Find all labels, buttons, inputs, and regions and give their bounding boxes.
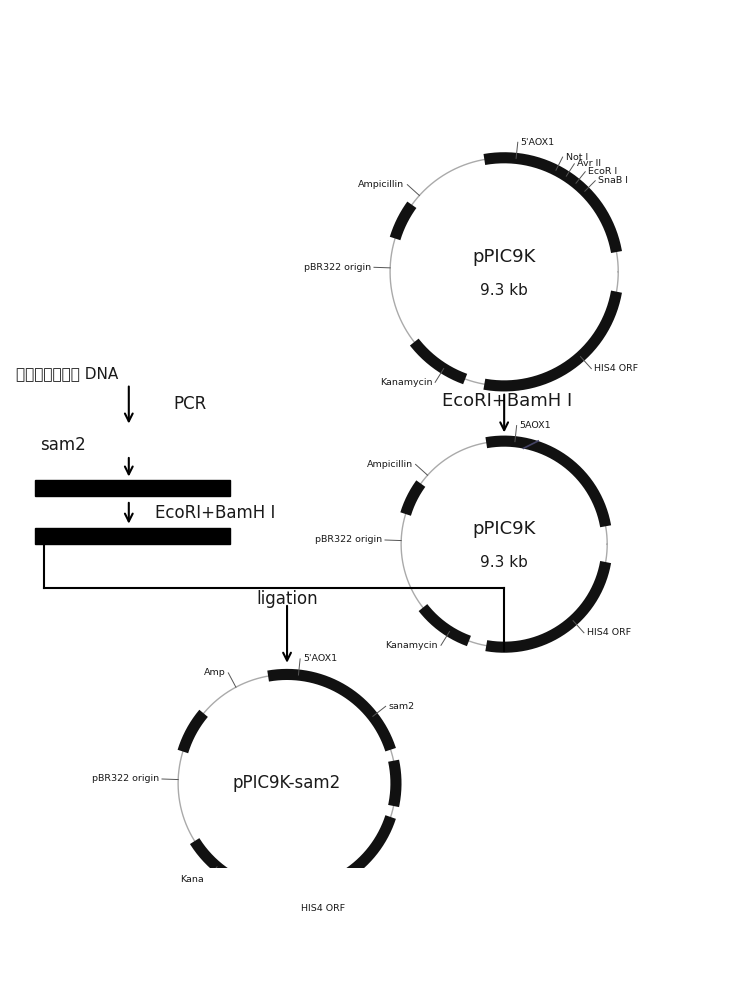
Text: HIS4 ORF: HIS4 ORF (587, 628, 631, 637)
Text: Kana: Kana (180, 875, 204, 884)
Text: pPIC9K-sam2: pPIC9K-sam2 (233, 774, 342, 792)
Text: Avr II: Avr II (577, 159, 601, 168)
Text: SnaB I: SnaB I (598, 176, 629, 185)
Text: pPIC9K: pPIC9K (473, 520, 536, 538)
Text: EcoRI+BamH I: EcoRI+BamH I (155, 504, 275, 522)
Text: sam2: sam2 (389, 702, 414, 711)
Text: 5'AOX1: 5'AOX1 (521, 138, 555, 147)
Bar (35, 480, 230, 496)
Text: pBR322 origin: pBR322 origin (92, 774, 159, 783)
Text: ligation: ligation (256, 590, 318, 608)
Text: sam2: sam2 (40, 436, 86, 454)
Text: PCR: PCR (173, 395, 206, 413)
Text: HIS4 ORF: HIS4 ORF (301, 904, 345, 913)
Text: EcoR I: EcoR I (588, 167, 618, 176)
Text: pPIC9K: pPIC9K (473, 248, 536, 266)
Text: EcoRI+BamH I: EcoRI+BamH I (442, 392, 572, 410)
Text: Ampicillin: Ampicillin (358, 180, 404, 189)
Text: 酒青酵母基因组 DNA: 酒青酵母基因组 DNA (16, 366, 118, 381)
Text: 5AOX1: 5AOX1 (520, 421, 551, 430)
Text: pBR322 origin: pBR322 origin (315, 535, 382, 544)
Text: 5'AOX1: 5'AOX1 (303, 654, 337, 663)
Text: 9.3 kb: 9.3 kb (480, 283, 528, 298)
Text: Not I: Not I (565, 153, 588, 162)
Text: Amp: Amp (204, 668, 225, 677)
Bar (35, 528, 230, 544)
Text: Ampicillin: Ampicillin (367, 460, 413, 469)
Text: 9.3 kb: 9.3 kb (480, 555, 528, 570)
Text: Kanamycin: Kanamycin (386, 641, 438, 650)
Text: Kanamycin: Kanamycin (380, 378, 432, 387)
Text: HIS4 ORF: HIS4 ORF (594, 364, 638, 373)
Text: pBR322 origin: pBR322 origin (304, 263, 371, 272)
